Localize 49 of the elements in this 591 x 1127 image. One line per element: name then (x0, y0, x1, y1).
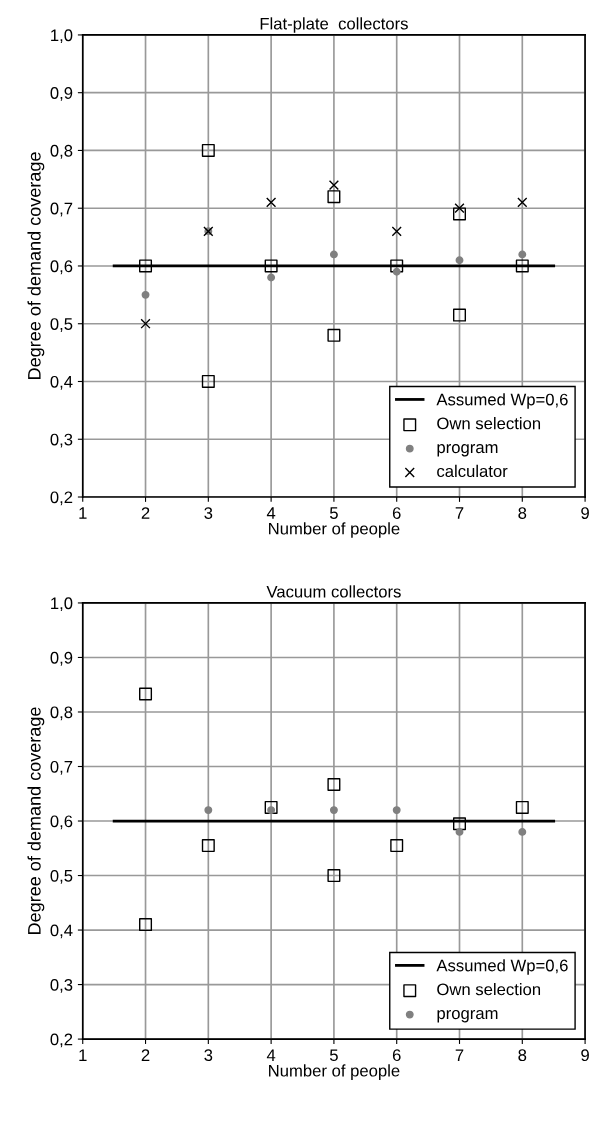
x-tick-label: 6 (392, 1049, 401, 1062)
x-tick-label: 7 (455, 507, 464, 519)
y-tick-label: 0,7 (50, 760, 73, 775)
x-axis-title: Number of people (269, 522, 400, 538)
y-tick-label: 0,6 (50, 260, 73, 275)
legend-label: Assumed Wp=0,6 (436, 393, 568, 409)
legend-label: Assumed Wp=0,6 (436, 959, 568, 975)
x-tick-label: 3 (204, 507, 213, 519)
chart-title: Flat-plate collectors (260, 17, 408, 33)
x-axis-title: Number of people (269, 1064, 400, 1080)
x-tick-label: 8 (518, 507, 527, 519)
x-tick-label: 8 (518, 1049, 527, 1062)
y-tick-label: 0,4 (50, 375, 73, 390)
legend-label: Own selection (437, 983, 541, 996)
y-tick-label: 0,5 (50, 869, 73, 884)
y-tick-label: 0,9 (50, 87, 73, 101)
y-axis-title: Degree of demand coverage (27, 707, 45, 934)
legend-label: calculator (437, 464, 508, 478)
x-tick-label: 2 (141, 507, 150, 519)
x-tick-label: 1 (79, 507, 87, 519)
y-tick-label: 1,0 (51, 597, 73, 612)
y-tick-label: 0,9 (50, 651, 73, 666)
x-tick-label: 7 (455, 1049, 464, 1061)
chart-title: Vacuum collectors (266, 585, 401, 598)
y-axis-title: Degree of demand coverage (27, 152, 45, 379)
y-tick-label: 0,3 (50, 433, 73, 448)
y-tick-label: 0,8 (50, 706, 73, 721)
x-tick-label: 1 (79, 1049, 87, 1061)
y-tick-label: 0,4 (50, 924, 73, 939)
y-tick-label: 0,8 (50, 144, 73, 159)
x-tick-label: 3 (204, 1049, 213, 1062)
legend-label: Own selection (437, 417, 541, 430)
x-tick-label: 4 (266, 1049, 276, 1061)
x-tick-label: 5 (329, 507, 338, 519)
x-tick-label: 4 (266, 507, 276, 519)
y-tick-label: 0,3 (50, 978, 73, 993)
legend-label: program (437, 1010, 498, 1023)
x-tick-label: 9 (581, 507, 589, 519)
y-tick-label: 1,0 (51, 29, 73, 44)
x-tick-label: 9 (581, 1049, 589, 1062)
y-tick-label: 0,2 (50, 491, 73, 506)
x-tick-label: 5 (329, 1049, 338, 1062)
y-tick-label: 0,7 (50, 202, 73, 217)
x-tick-label: 6 (392, 507, 401, 519)
y-tick-label: 0,5 (50, 318, 73, 332)
legend-label: program (437, 444, 498, 457)
x-tick-label: 2 (141, 1049, 150, 1061)
y-tick-label: 0,2 (50, 1033, 73, 1048)
y-tick-label: 0,6 (50, 815, 73, 830)
